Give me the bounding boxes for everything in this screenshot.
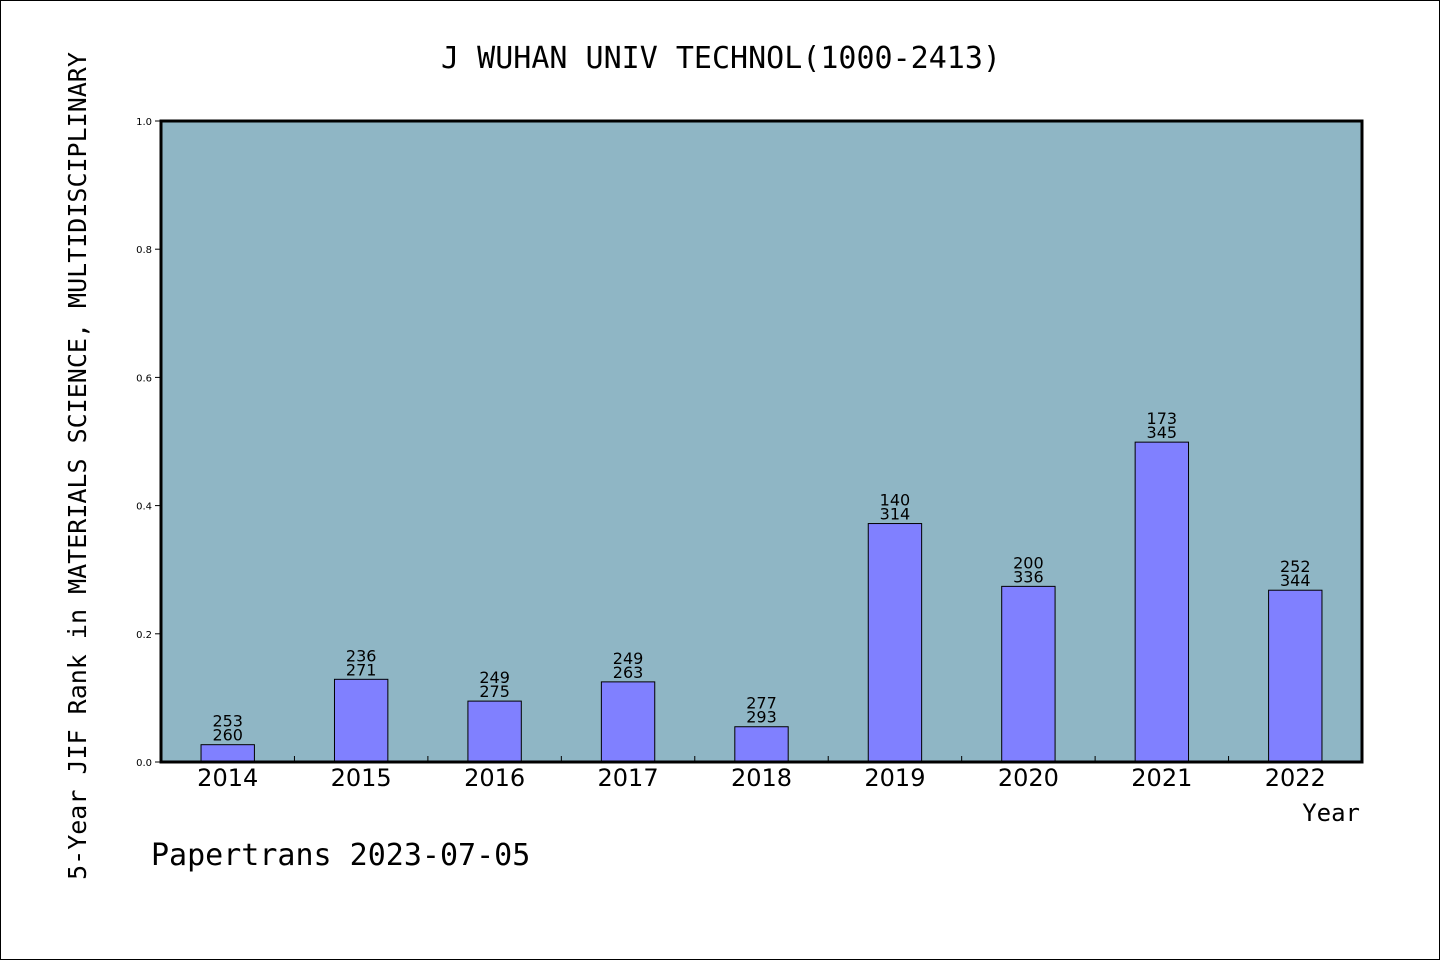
y-tick-label: 0.6 [136,373,152,384]
bar-label-top: 253 [212,712,243,731]
bar-label-top: 173 [1147,409,1178,428]
x-axis-label: Year [1302,799,1360,827]
x-tick-label: 2022 [1265,764,1326,792]
bar-label-top: 252 [1280,557,1311,576]
y-tick-label: 0.8 [136,245,152,256]
y-tick-label: 0.4 [136,502,152,513]
plot-border [159,119,1364,764]
y-axis-label: 5-Year JIF Rank in MATERIALS SCIENCE, MU… [63,52,92,880]
bar-2020 [1001,585,1056,763]
footer-source-date: Papertrans 2023-07-05 [151,838,530,873]
bar-2022 [1268,589,1323,763]
y-tick-label: 0.0 [136,758,152,769]
bar-label-top: 200 [1013,553,1044,572]
bar-2014 [200,744,255,763]
bar-label-top: 249 [479,668,510,687]
bar-label-bottom: 345 [1147,423,1178,442]
chart-title: J WUHAN UNIV TECHNOL(1000-2413) [441,41,1001,76]
bar-2018 [734,726,789,763]
bar-label-bottom: 260 [212,726,243,745]
x-tick-label: 2021 [1131,764,1192,792]
bar-label-top: 249 [613,649,644,668]
bar-2019 [867,523,923,763]
bar-label-bottom: 263 [613,663,644,682]
x-tick-label: 2014 [197,764,258,792]
x-tick-label: 2016 [464,764,525,792]
bar-label-top: 277 [746,694,777,713]
bar-label-top: 236 [346,646,377,665]
bar-2021 [1134,441,1190,763]
y-tick-label: 0.2 [136,630,152,641]
bar-label-top: 140 [880,491,911,510]
bar-2015 [333,678,389,763]
x-tick-label: 2018 [731,764,792,792]
bar-label-bottom: 344 [1280,571,1311,590]
x-tick-label: 2015 [331,764,392,792]
x-axis: 2014 2015 2016 2017 2018 2019 2020 2021 2022 [197,756,1326,792]
x-tick-label: 2019 [864,764,925,792]
bar-label-bottom: 336 [1013,567,1044,586]
y-tick-label: 1.0 [136,117,152,128]
bar-2016 [467,700,522,763]
bar-label-bottom: 271 [346,660,377,679]
bar-label-bottom: 314 [880,505,911,524]
x-tick-label: 2020 [998,764,1059,792]
bar-2017 [600,681,656,763]
bar-label-bottom: 293 [746,708,777,727]
bar-label-bottom: 275 [479,682,510,701]
y-axis: 0.0 0.2 0.4 0.6 0.8 1.0 [136,117,161,769]
x-tick-label: 2017 [598,764,659,792]
